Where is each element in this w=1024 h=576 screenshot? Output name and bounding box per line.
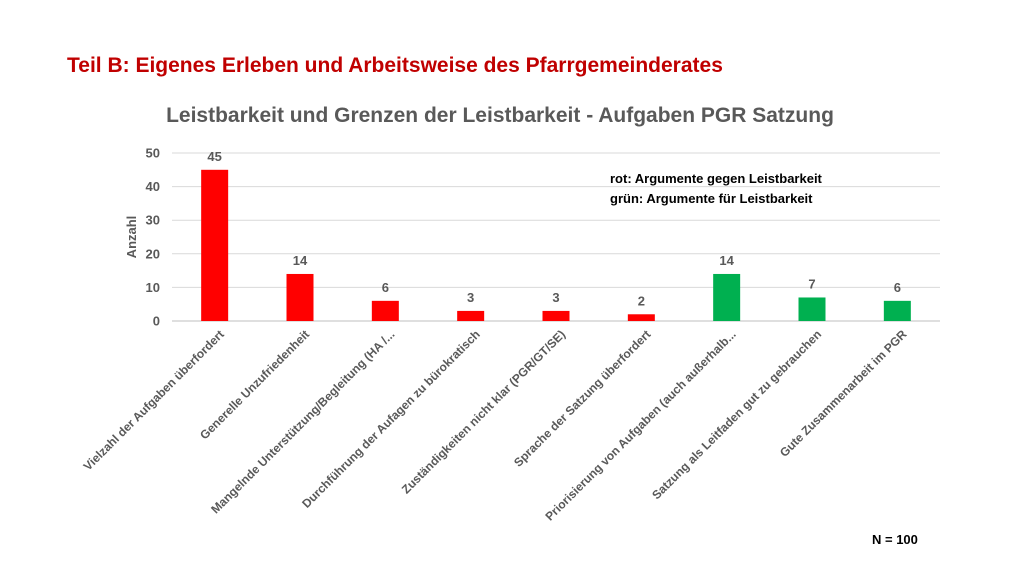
bar-value-label: 2: [638, 293, 645, 308]
slide-heading: Teil B: Eigenes Erleben und Arbeitsweise…: [67, 54, 723, 77]
y-tick-label: 50: [146, 146, 160, 161]
y-tick-label: 20: [146, 246, 160, 261]
bar-1: [201, 169, 229, 321]
bar-value-label: 3: [552, 290, 559, 305]
x-category-label: Priorisierung von Aufgaben (auch außerha…: [542, 327, 738, 523]
legend-note-negative: rot: Argumente gegen Leistbarkeit: [610, 171, 822, 186]
x-category-label: Mangelnde Unterstützung/Begleitung (HA /…: [208, 327, 397, 516]
bar-value-label: 14: [719, 253, 734, 268]
bar-6: [627, 314, 655, 321]
bar-5: [542, 310, 570, 321]
bar-value-label: 7: [808, 276, 815, 291]
x-category-label: Vielzahl der Aufgaben überfordert: [81, 327, 227, 473]
x-category-label: Durchführung der Aufagen zu bürokratisch: [299, 327, 483, 511]
bar-9: [883, 300, 911, 321]
bar-2: [286, 273, 314, 321]
x-category-label: Satzung als Leitfaden gut zu gebrauchen: [649, 327, 824, 502]
y-tick-label: 0: [153, 314, 160, 329]
bar-value-label: 3: [467, 290, 474, 305]
y-axis-title: Anzahl: [124, 216, 139, 259]
sample-size-label: N = 100: [872, 532, 918, 547]
bar-value-label: 6: [894, 280, 901, 295]
chart-title: Leistbarkeit und Grenzen der Leistbarkei…: [166, 104, 834, 127]
legend-note-positive: grün: Argumente für Leistbarkeit: [610, 191, 813, 206]
x-category-label: Sprache der Satzung überfordert: [511, 327, 653, 469]
y-tick-label: 40: [146, 179, 160, 194]
bar-value-label: 45: [207, 149, 221, 164]
y-tick-label: 10: [146, 280, 160, 295]
bar-7: [713, 273, 741, 321]
y-tick-label: 30: [146, 213, 160, 228]
bar-4: [457, 310, 485, 321]
legend-note: rot: Argumente gegen Leistbarkeit grün: …: [610, 169, 822, 209]
bar-8: [798, 297, 826, 321]
bar-value-label: 6: [382, 280, 389, 295]
x-category-label: Zuständigkeiten nicht klar (PGR/GT/SE): [399, 327, 568, 496]
bar-value-label: 14: [293, 253, 308, 268]
bar-3: [371, 300, 399, 321]
